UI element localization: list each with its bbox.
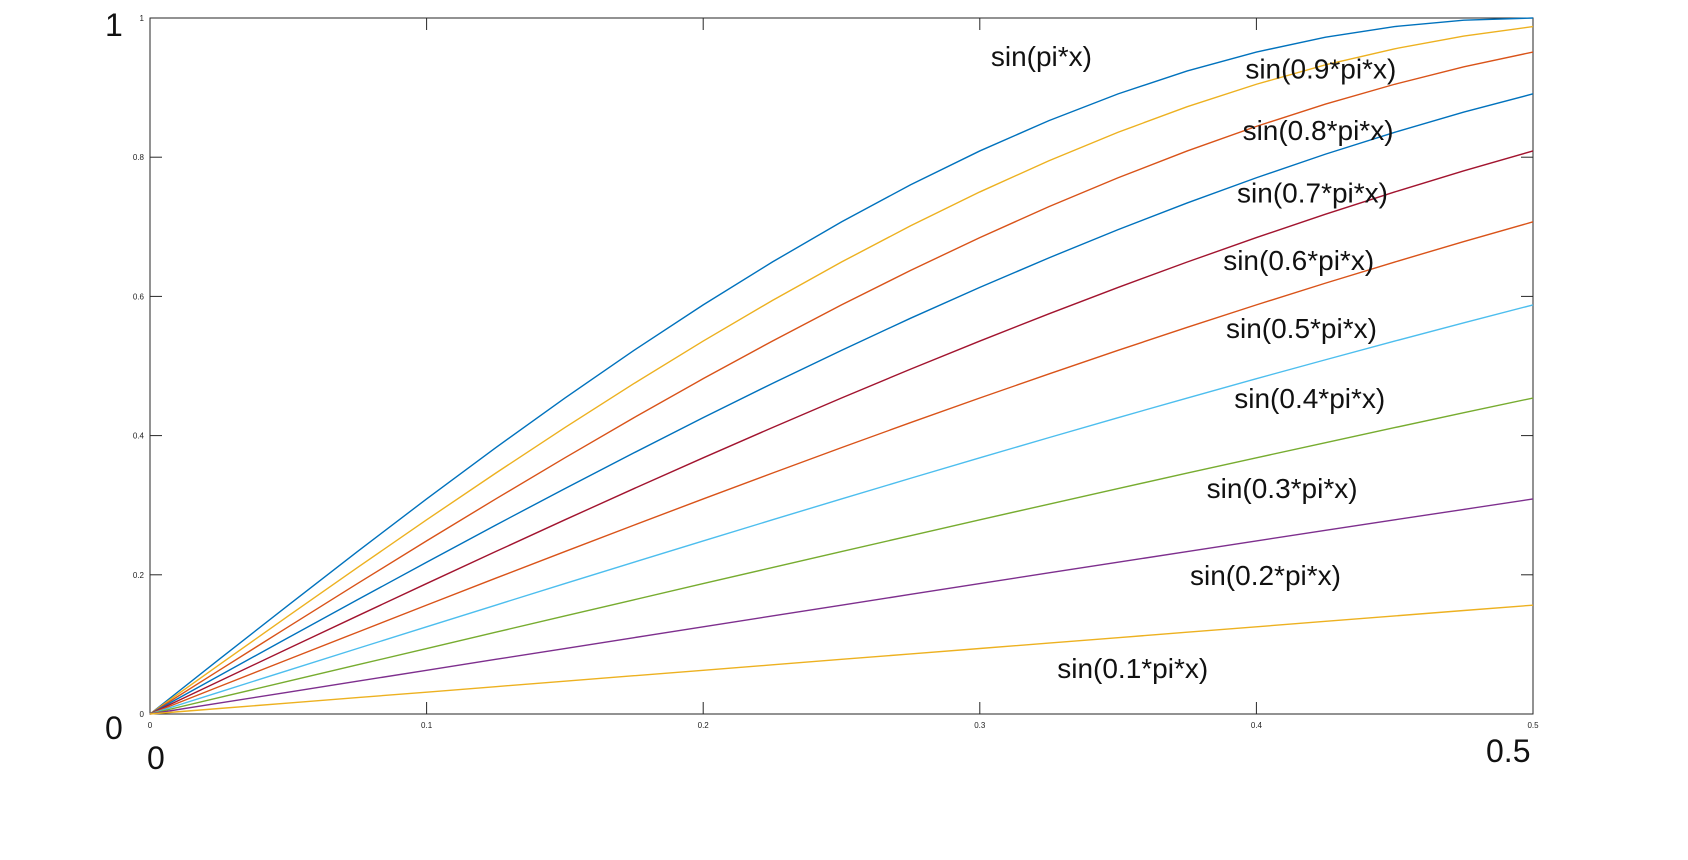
x-tick-label: 0.2	[698, 721, 710, 730]
x-tick-label: 0	[148, 721, 153, 730]
series-line-3	[149, 51, 1534, 715]
series-lines	[149, 17, 1534, 715]
series-label-10: sin(0.1*pi*x)	[1057, 653, 1208, 684]
series-label-9: sin(0.2*pi*x)	[1190, 560, 1341, 591]
y-tick-label: 0.8	[133, 153, 145, 162]
x-tick-label: 0.4	[1251, 721, 1263, 730]
series-label-8: sin(0.3*pi*x)	[1207, 473, 1358, 504]
y-tick-label: 0.6	[133, 292, 145, 301]
series-labels: sin(pi*x) sin(0.9*pi*x) sin(0.8*pi*x) sin(0…	[991, 41, 1396, 684]
series-line-2	[149, 25, 1534, 715]
series-label-2: sin(0.9*pi*x)	[1245, 54, 1396, 85]
series-label-7: sin(0.4*pi*x)	[1234, 383, 1385, 414]
series-line-8	[149, 397, 1534, 715]
series-label-1: sin(pi*x)	[991, 41, 1092, 72]
y-axis-max-label: 1	[105, 7, 123, 43]
series-line-7	[149, 304, 1534, 715]
series-line-9	[149, 498, 1534, 715]
x-tick-label: 0.3	[974, 721, 986, 730]
series-line-1	[149, 17, 1534, 715]
series-label-5: sin(0.6*pi*x)	[1223, 245, 1374, 276]
x-axis-max-label: 0.5	[1486, 733, 1530, 769]
x-tick-label: 0.1	[421, 721, 433, 730]
x-tick-label: 0.5	[1527, 721, 1539, 730]
series-label-3: sin(0.8*pi*x)	[1243, 115, 1394, 146]
series-label-4: sin(0.7*pi*x)	[1237, 177, 1388, 208]
axis-ticks: 0 0.1 0.2 0.3 0.4 0.5 0 0.2 0.4 0.6 0.8 1	[133, 14, 1539, 730]
y-tick-label: 1	[140, 14, 145, 23]
series-label-6: sin(0.5*pi*x)	[1226, 313, 1377, 344]
series-line-6	[149, 221, 1534, 715]
y-tick-label: 0.2	[133, 571, 145, 580]
series-line-10	[149, 604, 1534, 715]
y-tick-label: 0	[140, 710, 145, 719]
y-axis-min-label: 0	[105, 710, 123, 746]
series-line-4	[149, 93, 1534, 715]
y-tick-label: 0.4	[133, 432, 145, 441]
series-line-5	[149, 150, 1534, 715]
x-axis-min-label: 0	[147, 740, 165, 776]
